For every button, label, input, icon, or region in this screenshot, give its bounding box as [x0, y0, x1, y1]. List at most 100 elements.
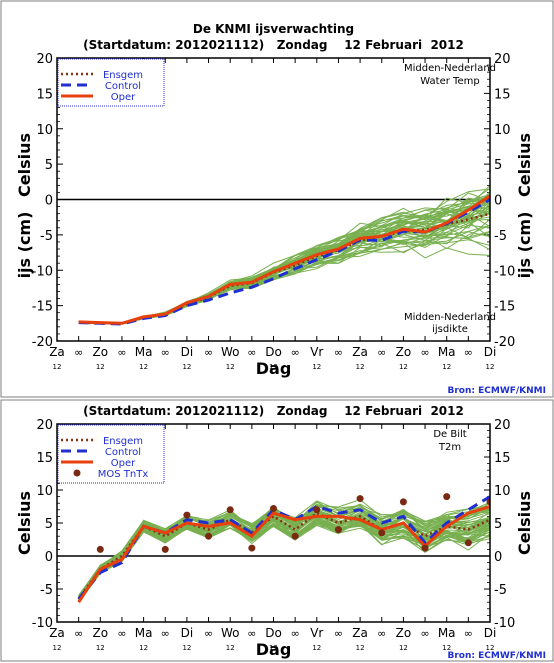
chart-title: De KNMI ijsverwachting [193, 22, 354, 36]
x-tick-label: Di [484, 345, 497, 359]
x-tick-label: Za [352, 626, 368, 640]
mos-point [486, 498, 490, 506]
y-axis-label-right: Celsius [515, 133, 534, 197]
x-tick-label: Zo [396, 626, 412, 640]
x-tick-label: ∞ [377, 346, 386, 359]
y-tick-label-left: -10 [32, 264, 53, 279]
legend-label: Ensgem [103, 436, 143, 447]
y-tick-label-right: -5 [494, 229, 507, 244]
series-line-ensgem [77, 511, 490, 600]
x-tick-sublabel: 12 [269, 363, 278, 371]
y-tick-label-right: -20 [494, 335, 515, 350]
chart-subtitle: (Startdatum: 2012021112) Zondag 12 Febru… [83, 38, 464, 52]
y-tick-label-right: 5 [494, 517, 502, 532]
x-tick-label: ∞ [74, 346, 83, 359]
x-tick-label: Di [181, 626, 194, 640]
x-tick-sublabel: 12 [356, 644, 365, 652]
y-tick-label-right: -10 [494, 616, 515, 631]
legend-label: MOS TnTx [98, 469, 149, 480]
x-tick-sublabel: 12 [96, 644, 105, 652]
mos-point [399, 498, 407, 506]
y-tick-label-left: 0 [45, 550, 53, 565]
mos-point [248, 544, 256, 552]
x-tick-sublabel: 12 [269, 644, 278, 652]
y-tick-label-right: 15 [494, 451, 511, 466]
mos-point [421, 544, 429, 552]
y-tick-label-right: -5 [494, 583, 507, 598]
x-tick-sublabel: 12 [226, 363, 235, 371]
mos-point [205, 532, 213, 540]
x-tick-label: ∞ [464, 346, 473, 359]
mos-point [270, 504, 277, 512]
legend-frame [57, 58, 165, 107]
x-tick-sublabel: 12 [139, 363, 148, 371]
x-tick-sublabel: 12 [182, 363, 191, 371]
x-tick-label: Ma [438, 345, 456, 359]
annotation-bottom-line: Midden-Nederland [404, 312, 496, 323]
x-tick-label: ∞ [334, 627, 343, 640]
mos-point [161, 545, 169, 553]
x-tick-label: ∞ [204, 627, 213, 640]
x-tick-sublabel: 12 [53, 644, 62, 652]
y-tick-label-left: 5 [45, 158, 53, 173]
legend-label: Control [105, 447, 141, 458]
ensemble-member-line [78, 201, 490, 324]
y-tick-label-left: 10 [36, 123, 53, 138]
x-tick-label: Za [49, 626, 65, 640]
ensemble-member-line [78, 520, 490, 602]
mos-point [183, 511, 191, 519]
annotation-bottom-line: ijsdikte [432, 324, 468, 335]
y-tick-label-right: -15 [494, 300, 515, 315]
plot-area [57, 184, 490, 326]
annotation-top-line: De Bilt [433, 429, 466, 440]
source-credit: Bron: ECMWF/KNMI [447, 651, 546, 661]
x-tick-label: ∞ [117, 627, 126, 640]
x-tick-label: ∞ [204, 346, 213, 359]
y-tick-label-right: 20 [494, 52, 511, 67]
x-tick-label: Wo [221, 345, 240, 359]
x-tick-label: Di [484, 626, 497, 640]
y-tick-label-left: -20 [32, 335, 53, 350]
x-tick-sublabel: 12 [182, 644, 191, 652]
y-tick-label-left: -5 [40, 229, 53, 244]
x-tick-sublabel: 12 [139, 644, 148, 652]
x-tick-label: Do [265, 626, 282, 640]
x-tick-label: ∞ [377, 627, 386, 640]
y-tick-label-right: 15 [494, 87, 511, 102]
y-tick-label-right: 10 [494, 123, 511, 138]
mos-point [291, 532, 299, 540]
x-tick-label: ∞ [291, 627, 300, 640]
series-line-oper [78, 194, 490, 325]
y-tick-label-left: 15 [36, 87, 53, 102]
ensemble-member-line [78, 506, 490, 598]
mos-point [356, 495, 364, 503]
mos-point [313, 506, 321, 514]
y-tick-label-right: -10 [494, 264, 515, 279]
x-tick-label: ∞ [74, 627, 83, 640]
x-tick-label: ∞ [247, 346, 256, 359]
x-tick-label: ∞ [117, 346, 126, 359]
annotation-top-line: Midden-Nederland [404, 63, 496, 74]
y-axis-label-right: Celsius [515, 491, 534, 555]
plot-frame [56, 57, 491, 342]
x-tick-label: Zo [93, 626, 109, 640]
x-tick-sublabel: 12 [96, 363, 105, 371]
x-tick-label: ∞ [334, 346, 343, 359]
x-tick-sublabel: 12 [53, 363, 62, 371]
x-tick-label: Za [352, 345, 368, 359]
x-tick-label: ∞ [420, 627, 429, 640]
x-tick-label: Ma [438, 626, 456, 640]
x-axis-label: Dag [256, 640, 292, 659]
legend-swatch-marker [73, 469, 81, 477]
y-tick-label-right: 0 [494, 550, 502, 565]
x-tick-sublabel: 12 [356, 363, 365, 371]
x-tick-sublabel: 12 [486, 363, 495, 371]
panel-frame [0, 0, 554, 398]
y-tick-label-left: -10 [32, 616, 53, 631]
y-tick-label-left: 15 [36, 451, 53, 466]
legend-label: Oper [111, 92, 136, 103]
y-tick-label-left: 0 [45, 194, 53, 209]
